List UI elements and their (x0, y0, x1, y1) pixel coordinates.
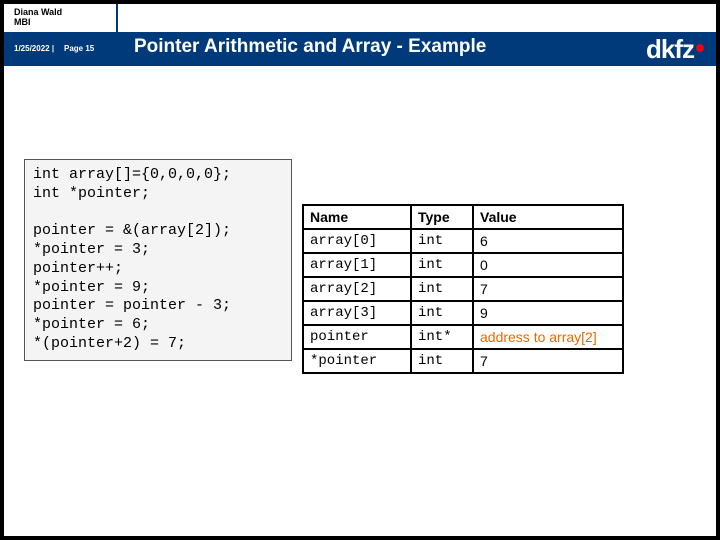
logo-text: dkfz (646, 34, 694, 65)
memory-table: Name Type Value array[0] int 6 array[1] … (302, 204, 624, 374)
table-row: array[1] int 0 (303, 253, 623, 277)
th-type: Type (411, 205, 473, 229)
header-divider (116, 4, 118, 66)
page-number: Page 15 (64, 44, 94, 53)
table-row: array[0] int 6 (303, 229, 623, 253)
table-row: pointer int* address to array[2] (303, 325, 623, 349)
cell-type: int* (411, 325, 473, 349)
cell-value: 7 (473, 349, 623, 373)
th-name: Name (303, 205, 411, 229)
logo: dkfz (646, 32, 704, 66)
table-row: array[2] int 7 (303, 277, 623, 301)
author-label: Diana Wald MBI (14, 8, 62, 28)
cell-name: array[3] (303, 301, 411, 325)
cell-value: 7 (473, 277, 623, 301)
table-row: array[3] int 9 (303, 301, 623, 325)
date-label: 1/25/2022 | (14, 44, 54, 53)
cell-value: address to array[2] (473, 325, 623, 349)
cell-name: pointer (303, 325, 411, 349)
cell-type: int (411, 253, 473, 277)
cell-type: int (411, 229, 473, 253)
cell-type: int (411, 277, 473, 301)
cell-name: *pointer (303, 349, 411, 373)
cell-name: array[1] (303, 253, 411, 277)
cell-value: 6 (473, 229, 623, 253)
cell-type: int (411, 349, 473, 373)
th-value: Value (473, 205, 623, 229)
logo-dot-icon (696, 44, 704, 52)
code-block: int array[]={0,0,0,0}; int *pointer; poi… (24, 159, 292, 361)
cell-name: array[0] (303, 229, 411, 253)
slide-title: Pointer Arithmetic and Array - Example (134, 36, 486, 58)
cell-value: 0 (473, 253, 623, 277)
cell-type: int (411, 301, 473, 325)
table-row: *pointer int 7 (303, 349, 623, 373)
table-header-row: Name Type Value (303, 205, 623, 229)
cell-name: array[2] (303, 277, 411, 301)
slide: Diana Wald MBI 1/25/2022 | Page 15 Point… (4, 4, 716, 536)
cell-value: 9 (473, 301, 623, 325)
